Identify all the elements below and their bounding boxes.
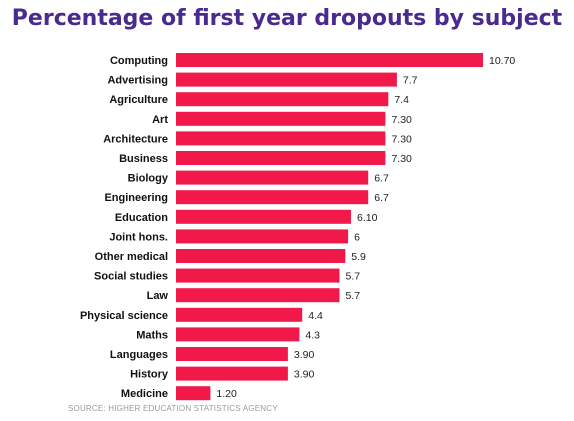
- value-label-medicine: 1.20: [216, 388, 237, 400]
- category-label-engineering: Engineering: [104, 192, 168, 204]
- value-label-other-medical: 5.9: [351, 251, 366, 263]
- category-label-biology: Biology: [128, 173, 169, 185]
- category-label-education: Education: [115, 212, 168, 224]
- value-label-languages: 3.90: [294, 349, 315, 361]
- value-label-architecture: 7.30: [391, 133, 412, 145]
- category-label-agriculture: Agriculture: [109, 94, 168, 106]
- value-label-education: 6.10: [357, 212, 378, 224]
- category-label-joint-hons: Joint hons.: [109, 231, 168, 243]
- source-note: SOURCE: HIGHER EDUCATION STATISTICS AGEN…: [68, 404, 278, 413]
- bar-other-medical: [176, 249, 346, 263]
- category-label-law: Law: [147, 290, 169, 302]
- bars: [176, 53, 483, 401]
- category-label-social-studies: Social studies: [94, 271, 168, 283]
- category-label-computing: Computing: [110, 55, 168, 67]
- bar-agriculture: [176, 92, 389, 107]
- bar-architecture: [176, 131, 386, 146]
- bar-engineering: [176, 190, 369, 205]
- bar-computing: [176, 53, 483, 67]
- bar-business: [176, 151, 386, 165]
- value-label-biology: 6.7: [374, 173, 389, 185]
- value-label-history: 3.90: [294, 369, 315, 381]
- category-label-business: Business: [119, 153, 168, 165]
- category-label-maths: Maths: [136, 329, 168, 341]
- category-label-advertising: Advertising: [107, 75, 168, 87]
- category-label-art: Art: [152, 114, 168, 126]
- bar-physical-science: [176, 307, 303, 322]
- value-label-art: 7.30: [391, 114, 412, 126]
- bar-languages: [176, 347, 288, 361]
- value-labels: 10.707.77.47.307.307.306.76.76.1065.95.7…: [216, 55, 515, 400]
- bar-advertising: [176, 72, 397, 87]
- category-labels: Computing Advertising Agriculture Art Archit…: [80, 55, 169, 400]
- value-label-joint-hons: 6: [354, 231, 360, 243]
- value-label-law: 5.7: [346, 290, 361, 302]
- value-label-advertising: 7.7: [403, 75, 418, 87]
- value-label-physical-science: 4.4: [308, 310, 323, 322]
- value-label-computing: 10.70: [489, 55, 515, 67]
- category-label-medicine: Medicine: [121, 388, 168, 400]
- bar-medicine: [176, 386, 211, 401]
- bar-history: [176, 366, 288, 381]
- value-label-business: 7.30: [391, 153, 412, 165]
- bar-social-studies: [176, 268, 340, 283]
- category-label-languages: Languages: [110, 349, 168, 361]
- category-label-architecture: Architecture: [103, 133, 168, 145]
- chart-title: Percentage of first year dropouts by sub…: [11, 6, 563, 31]
- value-label-engineering: 6.7: [374, 192, 389, 204]
- value-label-agriculture: 7.4: [394, 94, 409, 106]
- value-label-maths: 4.3: [305, 329, 320, 341]
- bar-law: [176, 288, 340, 303]
- bar-education: [176, 209, 351, 224]
- category-label-physical-science: Physical science: [80, 310, 168, 322]
- bar-biology: [176, 170, 369, 185]
- bar-joint-hons: [176, 229, 349, 244]
- category-label-other-medical: Other medical: [95, 251, 168, 263]
- bar-art: [176, 111, 386, 126]
- value-label-social-studies: 5.7: [346, 271, 361, 283]
- category-label-history: History: [130, 369, 169, 381]
- bar-maths: [176, 327, 300, 342]
